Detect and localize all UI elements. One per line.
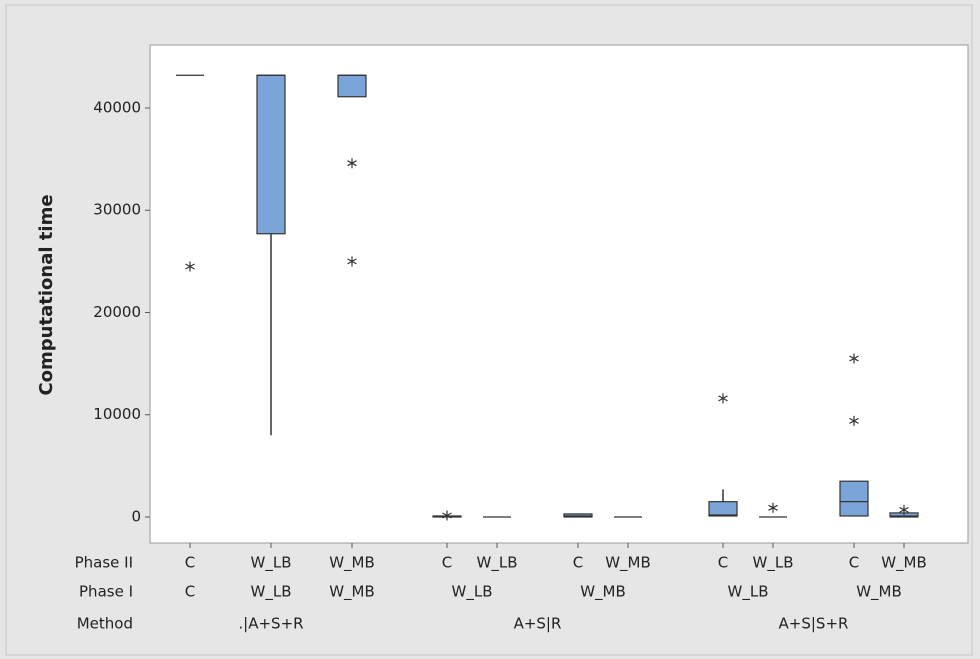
- outlier: [768, 502, 778, 513]
- phase-ii-label: W_MB: [605, 554, 651, 573]
- phase-ii-label: C: [849, 554, 859, 572]
- phase-ii-label: C: [718, 554, 728, 572]
- y-tick-label: 20000: [93, 303, 141, 321]
- phase-i-label: C: [185, 583, 195, 601]
- phase-ii-label: W_LB: [251, 554, 292, 573]
- box: [256, 74, 286, 235]
- y-tick-label: 30000: [93, 201, 141, 219]
- outlier: [849, 353, 859, 364]
- phase-i-label: W_MB: [580, 583, 626, 602]
- method-label: .|A+S+R: [238, 615, 303, 633]
- phase-ii-label: W_LB: [477, 554, 518, 573]
- phase-ii-label: C: [442, 554, 452, 572]
- phase-i-label: W_LB: [251, 583, 292, 602]
- outlier: [899, 504, 909, 515]
- y-tick-label: 0: [131, 507, 141, 525]
- plot-area: [149, 44, 969, 544]
- box: [839, 480, 869, 517]
- phase-i-label: W_LB: [452, 583, 493, 602]
- y-axis-label: Computational time: [36, 194, 57, 395]
- outlier: [442, 510, 452, 521]
- outlier: [718, 393, 728, 404]
- phase-ii-label: C: [185, 554, 195, 572]
- row-title: Phase I: [79, 583, 133, 601]
- outlier: [347, 256, 357, 267]
- outlier: [849, 415, 859, 426]
- phase-i-label: W_MB: [329, 583, 375, 602]
- row-title: Phase II: [75, 554, 133, 572]
- box: [708, 501, 738, 517]
- phase-i-label: W_LB: [728, 583, 769, 602]
- phase-ii-label: C: [573, 554, 583, 572]
- phase-ii-label: W_MB: [881, 554, 927, 573]
- outlier: [347, 158, 357, 169]
- row-title: Method: [77, 615, 133, 633]
- outlier: [185, 261, 195, 272]
- phase-ii-label: W_LB: [753, 554, 794, 573]
- y-tick-label: 10000: [93, 405, 141, 423]
- box: [337, 74, 367, 98]
- y-tick-label: 40000: [93, 98, 141, 116]
- phase-ii-label: W_MB: [329, 554, 375, 573]
- method-label: A+S|S+R: [779, 615, 849, 633]
- method-label: A+S|R: [514, 615, 562, 633]
- phase-i-label: W_MB: [856, 583, 902, 602]
